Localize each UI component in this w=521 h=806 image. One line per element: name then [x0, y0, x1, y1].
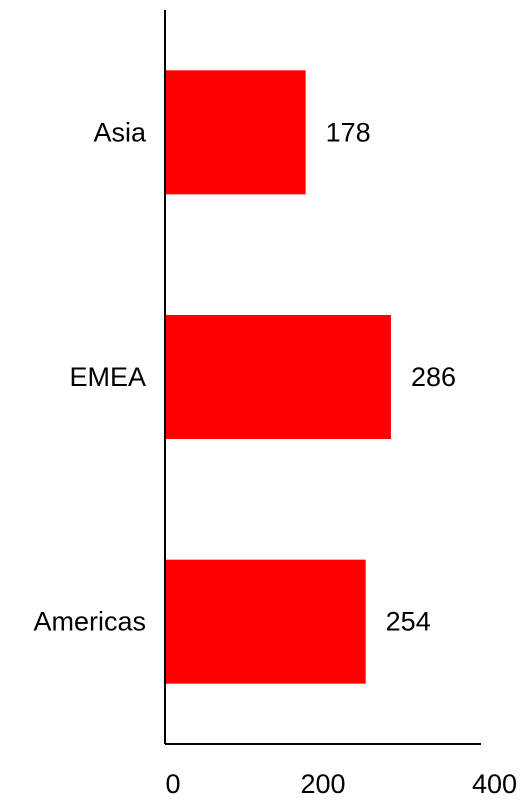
data-label-americas: 254: [386, 607, 431, 637]
bar-asia: [165, 70, 306, 195]
x-tick-label-200: 200: [300, 769, 345, 799]
x-tick-label-0: 0: [165, 769, 180, 799]
labels-group: Asia 178 EMEA 286 Americas 254: [33, 117, 456, 636]
category-label-asia: Asia: [93, 117, 147, 147]
data-label-emea: 286: [411, 362, 456, 392]
category-label-americas: Americas: [33, 607, 146, 637]
bar-americas: [165, 559, 366, 684]
x-tick-labels-group: 0 200 400: [165, 769, 517, 799]
bars-group: [165, 70, 391, 684]
category-label-emea: EMEA: [69, 362, 146, 392]
bar-emea: [165, 315, 391, 439]
data-label-asia: 178: [326, 117, 371, 147]
x-tick-label-400: 400: [472, 769, 517, 799]
